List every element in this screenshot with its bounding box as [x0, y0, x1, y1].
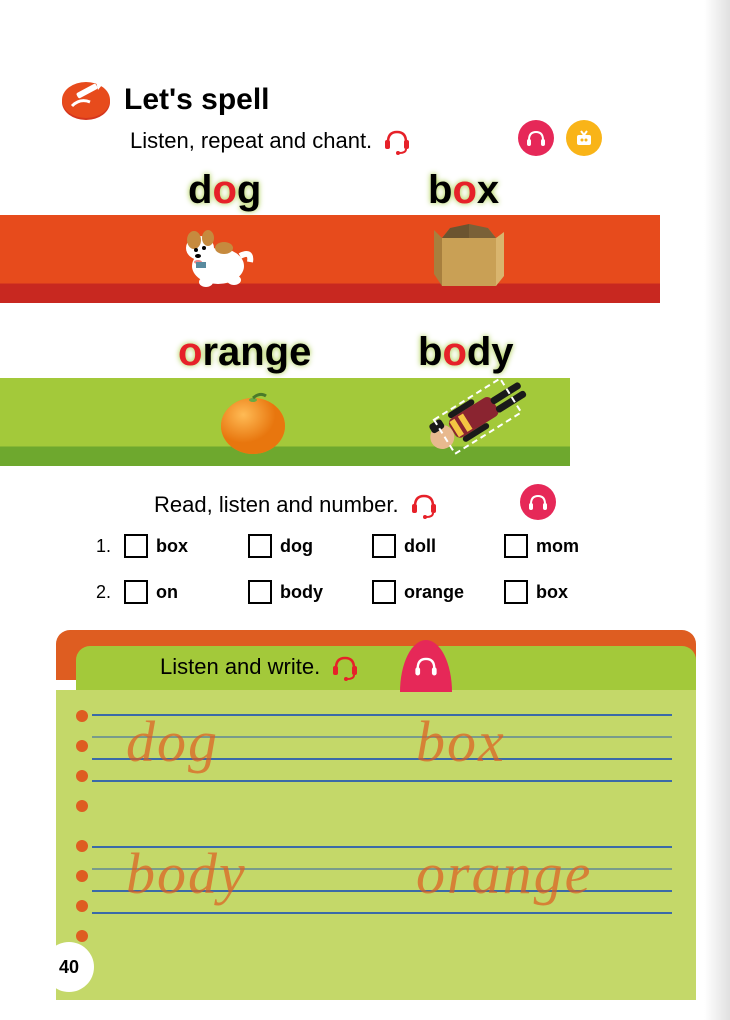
checkbox[interactable]	[504, 580, 528, 604]
checkbox[interactable]	[504, 534, 528, 558]
letter-highlight: o	[212, 168, 236, 212]
checkbox-label: dog	[280, 536, 313, 557]
cursive-word: box	[416, 708, 506, 775]
letter: b	[428, 168, 452, 212]
headset-icon	[330, 652, 360, 682]
checkbox[interactable]	[124, 580, 148, 604]
orange-illustration	[216, 386, 290, 456]
exercise-row: 2. on body orange box	[96, 580, 676, 604]
checkbox-label: body	[280, 582, 323, 603]
letter: g	[237, 168, 261, 212]
checkbox[interactable]	[248, 534, 272, 558]
word-box: box	[428, 168, 499, 213]
page-edge-shadow	[704, 0, 730, 1020]
dog-illustration	[176, 222, 260, 296]
letter: b	[418, 330, 442, 374]
word-dog: dog	[188, 168, 261, 213]
notebook-bullet	[76, 870, 88, 882]
notebook-bullet	[76, 930, 88, 942]
cursive-word: dog	[126, 708, 219, 775]
notebook-bullet	[76, 740, 88, 752]
checkbox-label: box	[156, 536, 188, 557]
section2-title: Read, listen and number.	[154, 492, 399, 518]
checkbox-label: on	[156, 582, 178, 603]
number-exercise: 1. box dog doll mom 2. on body orange bo…	[96, 534, 676, 626]
subtitle-text: Listen, repeat and chant.	[130, 128, 372, 154]
subtitle-row: Listen, repeat and chant.	[130, 126, 412, 156]
letter-highlight: o	[178, 330, 202, 374]
section2-title-row: Read, listen and number.	[154, 490, 439, 520]
letter: d	[188, 168, 212, 212]
checkbox[interactable]	[372, 534, 396, 558]
headset-icon	[409, 490, 439, 520]
notebook-bullet	[76, 800, 88, 812]
letter: dy	[467, 330, 514, 374]
row-number: 1.	[96, 536, 116, 557]
checkbox[interactable]	[248, 580, 272, 604]
headset-icon	[382, 126, 412, 156]
notebook-bullet	[76, 770, 88, 782]
checkbox[interactable]	[124, 534, 148, 558]
word-body: body	[418, 330, 514, 375]
body-illustration	[396, 370, 556, 476]
page: Let's spell Listen, repeat and chant. do…	[0, 0, 730, 1020]
page-number-text: 40	[59, 957, 79, 978]
notebook-bullet	[76, 710, 88, 722]
checkbox-label: box	[536, 582, 568, 603]
checkbox-label: mom	[536, 536, 579, 557]
page-title: Let's spell	[124, 83, 270, 117]
letter-highlight: o	[452, 168, 476, 212]
checkbox-label: doll	[404, 536, 436, 557]
letter: range	[202, 330, 311, 374]
letter-highlight: o	[442, 330, 466, 374]
cursive-word: body	[126, 840, 247, 907]
page-number: 40	[44, 942, 94, 992]
letter: x	[477, 168, 499, 212]
exercise-row: 1. box dog doll mom	[96, 534, 676, 558]
writing-notebook: dog box body orange	[56, 690, 696, 1000]
checkbox[interactable]	[372, 580, 396, 604]
section3-title-row: Listen and write.	[160, 652, 360, 682]
cursive-word: orange	[416, 840, 592, 907]
box-illustration	[430, 214, 508, 292]
tv-round-icon[interactable]	[566, 120, 602, 156]
notebook-bullet	[76, 900, 88, 912]
checkbox-label: orange	[404, 582, 464, 603]
section3-title: Listen and write.	[160, 654, 320, 680]
headphones-round-icon[interactable]	[518, 120, 554, 156]
pencil-circle-icon	[60, 78, 112, 122]
headphones-round-icon[interactable]	[520, 484, 556, 520]
notebook-bullet	[76, 840, 88, 852]
header: Let's spell	[60, 78, 270, 122]
media-icons	[518, 120, 602, 156]
word-orange: orange	[178, 330, 311, 375]
row-number: 2.	[96, 582, 116, 603]
word-band-1	[0, 215, 660, 303]
